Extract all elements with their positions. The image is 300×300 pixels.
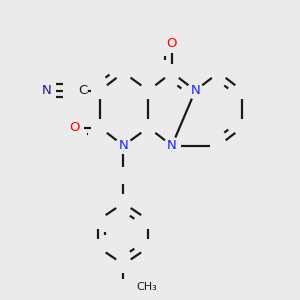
- Text: N: N: [42, 84, 52, 97]
- Text: N: N: [118, 139, 128, 152]
- Text: N: N: [190, 84, 200, 97]
- Text: O: O: [70, 121, 80, 134]
- Text: N: N: [167, 139, 177, 152]
- Text: CH₃: CH₃: [136, 282, 157, 292]
- Text: O: O: [167, 37, 177, 50]
- Text: C: C: [78, 84, 87, 97]
